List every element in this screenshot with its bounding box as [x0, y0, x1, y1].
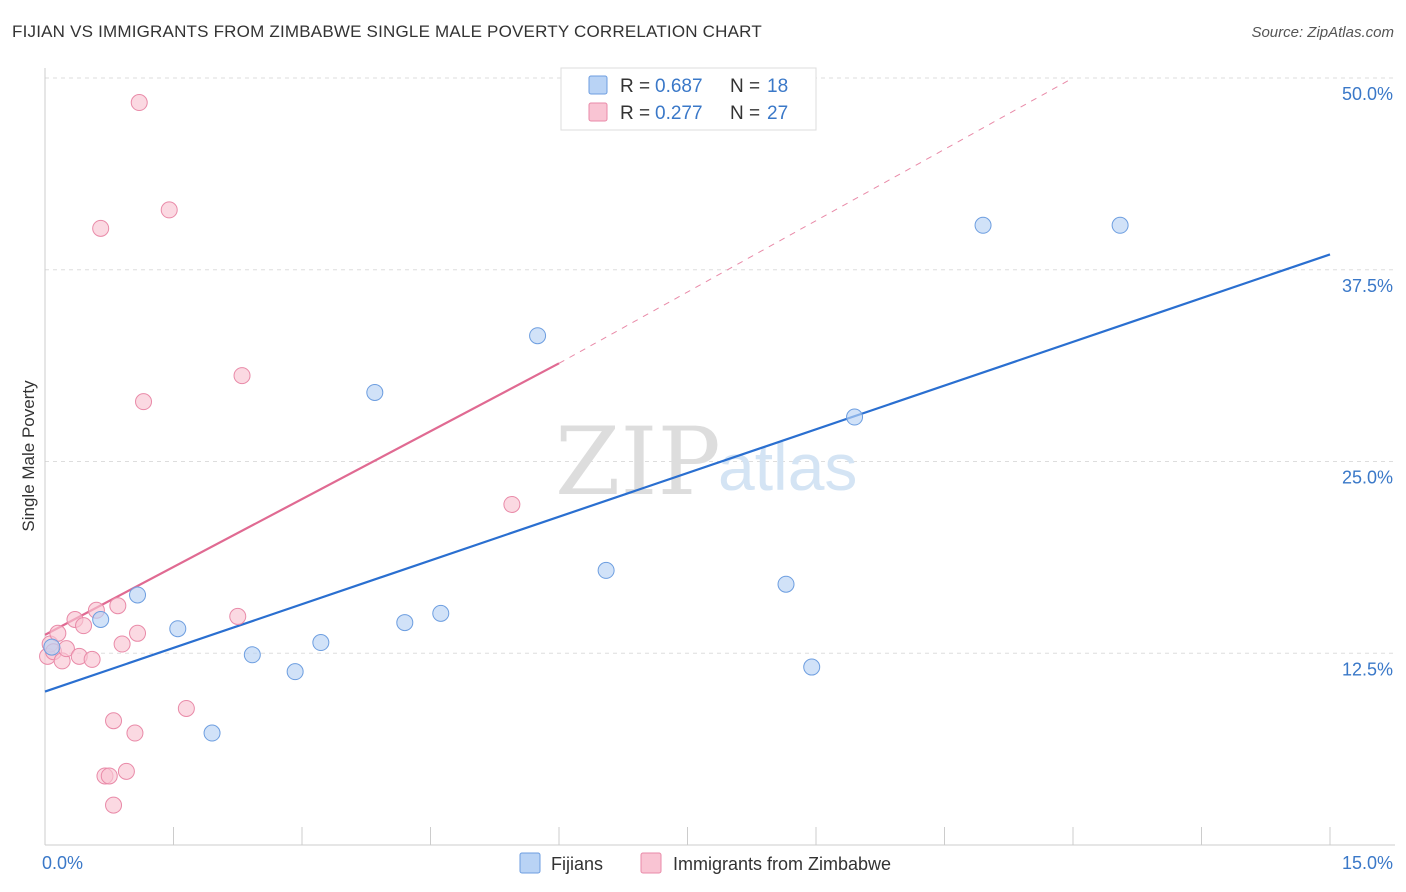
- data-point-zimbabwe: [113, 635, 131, 653]
- source-label: Source: ZipAtlas.com: [1251, 24, 1394, 41]
- legend-n-label: N =: [730, 76, 760, 97]
- series-legend-swatch-fijians: [519, 852, 541, 874]
- legend-n-value: 18: [767, 76, 788, 97]
- data-point-zimbabwe: [229, 607, 247, 625]
- chart-title: FIJIAN VS IMMIGRANTS FROM ZIMBABWE SINGL…: [12, 22, 762, 41]
- legend-r-label: R =: [620, 103, 650, 124]
- x-tick-label: 0.0%: [42, 853, 83, 873]
- data-point-zimbabwe: [503, 495, 521, 513]
- data-point-fijians: [129, 586, 147, 604]
- data-point-zimbabwe: [233, 367, 251, 385]
- gridlines: [45, 77, 1395, 654]
- trend-line-zimbabwe: [44, 362, 560, 636]
- data-point-zimbabwe: [109, 597, 127, 615]
- series-legend-swatch-zimbabwe: [640, 852, 662, 874]
- watermark-zip: ZIP: [555, 408, 721, 517]
- trend-line-fijians: [44, 253, 1331, 693]
- series-legend: Fijians Immigrants from Zimbabwe: [519, 852, 891, 874]
- data-point-fijians: [974, 216, 992, 234]
- data-point-fijians: [203, 724, 221, 742]
- data-point-fijians: [777, 575, 795, 593]
- legend-swatch-zimbabwe: [588, 102, 608, 122]
- data-point-fijians: [396, 614, 414, 632]
- y-tick-label: 25.0%: [1342, 468, 1393, 488]
- legend-n-value: 27: [767, 103, 788, 124]
- legend-r-value: 0.277: [655, 103, 703, 124]
- y-axis-label: Single Male Poverty: [19, 380, 38, 532]
- data-point-zimbabwe: [177, 699, 195, 717]
- trend-lines: [44, 77, 1331, 693]
- data-point-fijians: [169, 620, 187, 638]
- x-tick-label: 15.0%: [1342, 853, 1393, 873]
- data-points: [39, 94, 1129, 814]
- data-point-fijians: [243, 646, 261, 664]
- y-tick-labels: 12.5% 25.0% 37.5% 50.0%: [1342, 84, 1393, 679]
- data-point-fijians: [312, 634, 330, 652]
- data-point-fijians: [803, 658, 821, 676]
- x-ticks: [44, 827, 1331, 845]
- data-point-fijians: [597, 561, 615, 579]
- watermark-atlas: atlas: [718, 430, 857, 504]
- data-point-zimbabwe: [105, 712, 123, 730]
- legend-r-label: R =: [620, 76, 650, 97]
- data-point-fijians: [366, 383, 384, 401]
- data-point-zimbabwe: [117, 762, 135, 780]
- stats-legend: R = 0.687 N = 18 R = 0.277 N = 27: [560, 67, 817, 131]
- y-tick-label: 37.5%: [1342, 276, 1393, 296]
- trend-line-zimbabwe-extension: [558, 77, 1074, 364]
- legend-n-label: N =: [730, 103, 760, 124]
- data-point-zimbabwe: [129, 624, 147, 642]
- data-point-fijians: [846, 408, 864, 426]
- series-legend-label-zimbabwe: Immigrants from Zimbabwe: [673, 854, 891, 874]
- data-point-zimbabwe: [135, 393, 153, 411]
- data-point-fijians: [92, 611, 110, 629]
- series-legend-label-fijians: Fijians: [551, 854, 603, 874]
- legend-swatch-fijians: [588, 75, 608, 95]
- data-point-zimbabwe: [160, 201, 178, 219]
- data-point-fijians: [1111, 216, 1129, 234]
- data-point-zimbabwe: [130, 94, 148, 112]
- data-point-zimbabwe: [83, 650, 101, 668]
- data-point-fijians: [43, 638, 61, 656]
- data-point-zimbabwe: [100, 767, 118, 785]
- y-tick-label: 12.5%: [1342, 659, 1393, 679]
- axes: [44, 68, 1395, 846]
- data-point-zimbabwe: [126, 724, 144, 742]
- data-point-fijians: [286, 663, 304, 681]
- data-point-zimbabwe: [105, 796, 123, 814]
- data-point-fijians: [432, 604, 450, 622]
- legend-r-value: 0.687: [655, 76, 703, 97]
- data-point-zimbabwe: [75, 617, 93, 635]
- y-tick-label: 50.0%: [1342, 84, 1393, 104]
- x-tick-labels: 0.0% 15.0%: [42, 853, 1393, 873]
- data-point-zimbabwe: [92, 219, 110, 237]
- data-point-fijians: [529, 327, 547, 345]
